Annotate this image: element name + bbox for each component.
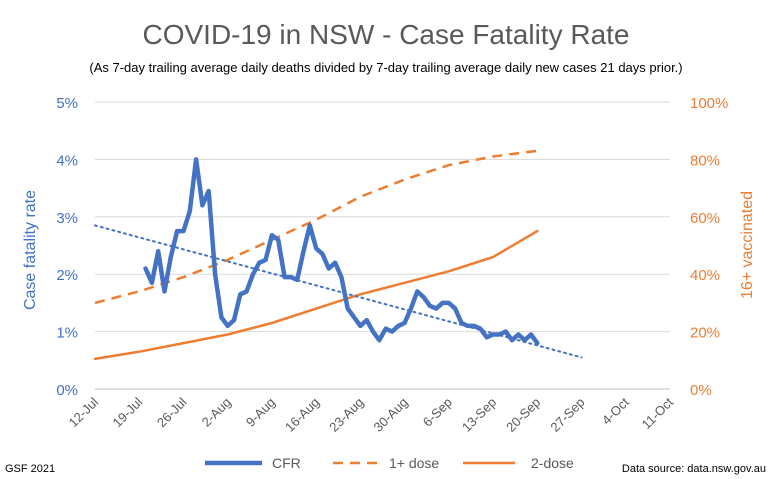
chart-title: COVID-19 in NSW - Case Fatality Rate [142,19,629,50]
y-tick-label-right: 0% [690,382,712,399]
y-tick-label-left: 2% [56,267,78,284]
series-line-first-dose [94,149,538,305]
y-axis-label-right: 16+ vaccinated [739,191,756,299]
series-line-second-dose [93,229,539,361]
y-tick-label-right: 20% [690,325,720,342]
y-tick-label-left: 3% [56,210,78,227]
footer-source: Data source: data.nsw.gov.au [622,463,766,475]
series-line-cfr [143,157,540,346]
y-tick-label-left: 0% [56,382,78,399]
y-tick-label-left: 1% [56,325,78,342]
y-tick-label-right: 40% [690,267,720,284]
legend-label: CFR [272,455,301,471]
legend-label: 1+ dose [389,455,439,471]
labels-layer: COVID-19 in NSW - Case Fatality Rate (As… [5,19,766,475]
chart-subtitle: (As 7-day trailing average daily deaths … [89,60,682,75]
y-axis-label-left: Case fatality rate [22,190,39,310]
y-tick-label-left: 5% [56,95,78,112]
y-tick-label-left: 4% [56,152,78,169]
footer-credit: GSF 2021 [5,463,55,475]
y-tick-label-right: 100% [690,95,728,112]
legend: CFR 1+ dose 2-dose [205,455,574,471]
legend-label: 2-dose [531,455,574,471]
y-tick-label-right: 60% [690,210,720,227]
series-layer [93,149,583,361]
y-tick-label-right: 80% [690,152,720,169]
